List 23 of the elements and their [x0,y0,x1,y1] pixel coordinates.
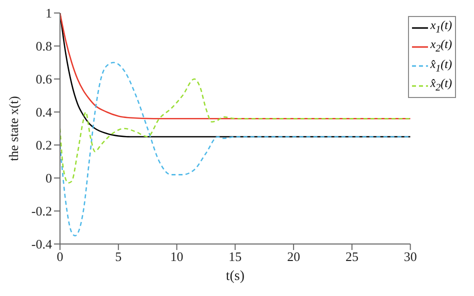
y-tick-label: -0.4 [31,236,52,252]
x-tick-label: 25 [345,249,358,264]
x-tick-label: 15 [228,249,242,264]
y-axis-title: the state x(t) [6,96,21,161]
x-axis-title: t(s) [226,269,245,284]
y-tick-label: 0.4 [36,104,52,120]
legend-label: x$_{1}$(t) [430,18,452,38]
line-series [60,62,410,236]
legend-label: x̂$_{1}$(t) [430,56,452,76]
y-tick-label: 0.2 [36,138,52,153]
y-tick-label: 1 [46,6,52,21]
y-tick-label: 0.8 [36,38,52,54]
legend-label: x̂$_{2}$(t) [430,76,452,96]
x-tick-label: 10 [170,249,184,264]
line-series [60,78,410,184]
legend-label: x$_{2}$(t) [430,37,452,57]
y-tick-label: -0.2 [31,204,52,219]
x-tick-label: 5 [115,249,122,264]
x-tick-label: 0 [56,249,64,264]
x-tick-label: 30 [404,249,417,264]
y-tick-label: 0.6 [36,72,52,87]
y-tick-label: 0 [46,170,52,186]
x-tick-label: 20 [287,249,300,264]
